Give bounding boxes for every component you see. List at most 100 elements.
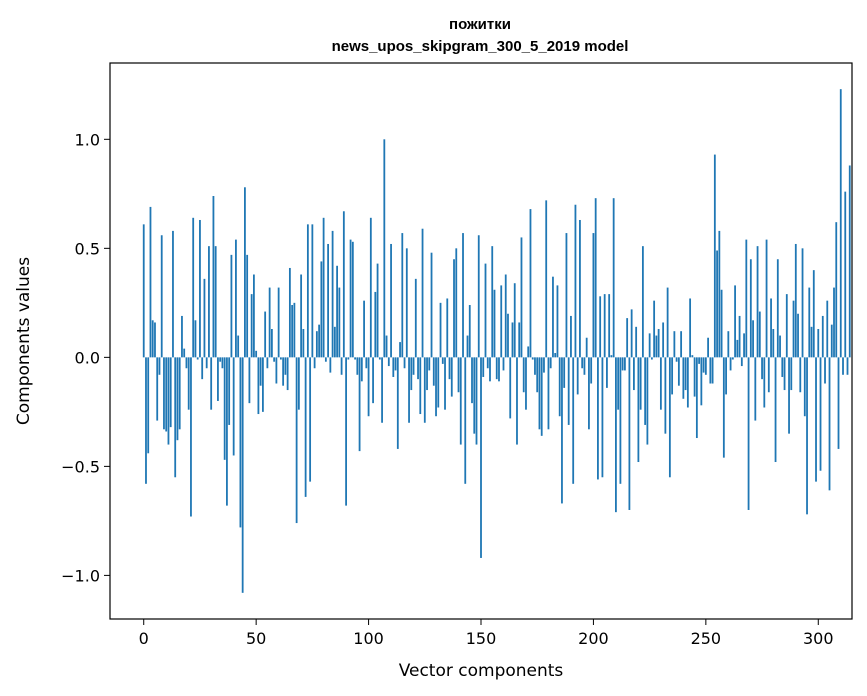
bar-260 bbox=[727, 331, 730, 358]
bar-198 bbox=[588, 357, 590, 430]
bar-201 bbox=[594, 198, 597, 358]
bar-256 bbox=[718, 230, 721, 358]
bar-228 bbox=[655, 335, 658, 358]
bar-234 bbox=[668, 357, 671, 478]
bar-148 bbox=[475, 357, 478, 445]
bar-131 bbox=[437, 357, 440, 408]
bar-277 bbox=[765, 239, 768, 358]
bar-159 bbox=[500, 285, 503, 358]
bar-290 bbox=[794, 243, 797, 358]
bar-97 bbox=[360, 357, 363, 382]
bar-74 bbox=[309, 357, 312, 482]
bar-26 bbox=[201, 357, 204, 380]
bar-296 bbox=[808, 287, 811, 358]
bar-109 bbox=[387, 357, 390, 367]
bar-101 bbox=[369, 217, 372, 358]
bar-46 bbox=[246, 254, 249, 358]
bar-138 bbox=[453, 259, 455, 358]
bar-254 bbox=[713, 154, 716, 358]
bar-82 bbox=[327, 243, 329, 358]
bar-2 bbox=[147, 357, 150, 454]
bar-210 bbox=[615, 357, 617, 513]
bar-174 bbox=[534, 357, 536, 375]
bar-237 bbox=[675, 357, 678, 362]
bar-165 bbox=[513, 283, 516, 358]
bar-305 bbox=[828, 357, 831, 491]
bar-183 bbox=[554, 352, 557, 358]
bar-117 bbox=[405, 248, 408, 358]
bar-92 bbox=[349, 239, 352, 358]
bar-63 bbox=[284, 357, 287, 375]
bar-185 bbox=[558, 357, 561, 417]
bar-129 bbox=[432, 357, 435, 386]
bar-121 bbox=[414, 278, 417, 358]
bar-309 bbox=[837, 357, 840, 449]
bar-85 bbox=[333, 326, 336, 358]
bar-231 bbox=[662, 322, 665, 358]
bar-203 bbox=[599, 296, 602, 358]
bar-192 bbox=[574, 204, 577, 358]
bar-49 bbox=[253, 274, 255, 358]
bar-96 bbox=[358, 357, 361, 452]
bar-139 bbox=[455, 248, 458, 358]
bar-172 bbox=[529, 209, 532, 358]
bar-259 bbox=[725, 357, 727, 395]
bar-285 bbox=[783, 357, 786, 391]
bar-273 bbox=[756, 246, 759, 358]
bar-205 bbox=[603, 294, 606, 358]
bar-133 bbox=[441, 357, 444, 364]
bar-72 bbox=[304, 357, 307, 497]
bar-76 bbox=[313, 357, 316, 369]
bar-243 bbox=[689, 298, 692, 358]
bar-135 bbox=[446, 298, 449, 358]
bar-195 bbox=[581, 357, 584, 369]
bar-222 bbox=[641, 246, 644, 358]
bar-149 bbox=[477, 235, 480, 358]
y-tick-label-0: −1.0 bbox=[61, 566, 100, 585]
bar-168 bbox=[520, 237, 523, 358]
bar-60 bbox=[277, 287, 280, 358]
x-axis-ticks: 0 50 100 150 200 250 300 bbox=[139, 619, 834, 648]
bar-221 bbox=[639, 357, 642, 410]
bar-217 bbox=[630, 309, 633, 358]
bar-307 bbox=[833, 287, 835, 358]
bar-154 bbox=[489, 357, 491, 382]
bar-95 bbox=[356, 357, 359, 375]
bar-274 bbox=[758, 311, 761, 358]
x-tick-label-100: 100 bbox=[353, 629, 384, 648]
bar-294 bbox=[803, 357, 806, 417]
bar-212 bbox=[619, 357, 622, 484]
bar-272 bbox=[754, 357, 757, 421]
bar-48 bbox=[250, 294, 253, 358]
bar-18 bbox=[183, 348, 186, 358]
bar-108 bbox=[385, 335, 388, 358]
bar-30 bbox=[210, 357, 213, 410]
bar-180 bbox=[547, 357, 550, 430]
bar-45 bbox=[244, 187, 246, 358]
y-axis-ticks: −1.0 −0.5 0.0 0.5 1.0 bbox=[61, 130, 110, 585]
x-tick-label-50: 50 bbox=[246, 629, 266, 648]
bar-118 bbox=[408, 357, 410, 423]
bar-220 bbox=[637, 357, 640, 463]
bar-268 bbox=[745, 239, 748, 358]
y-tick-label-2: 0.0 bbox=[75, 348, 100, 367]
bar-126 bbox=[426, 357, 428, 391]
bar-89 bbox=[342, 211, 345, 358]
bar-105 bbox=[378, 357, 381, 360]
bar-51 bbox=[257, 357, 260, 415]
bar-264 bbox=[736, 339, 739, 358]
bar-116 bbox=[403, 357, 406, 369]
bar-308 bbox=[835, 222, 838, 358]
bar-163 bbox=[509, 357, 512, 419]
bar-35 bbox=[221, 357, 224, 369]
bar-29 bbox=[208, 246, 210, 358]
bar-213 bbox=[621, 357, 624, 371]
y-tick-label-1: −0.5 bbox=[61, 457, 100, 476]
x-tick-label-200: 200 bbox=[578, 629, 609, 648]
bar-244 bbox=[691, 355, 694, 358]
bar-187 bbox=[563, 357, 566, 388]
bar-179 bbox=[545, 200, 548, 358]
bar-155 bbox=[491, 246, 494, 358]
bar-282 bbox=[776, 259, 779, 358]
bar-227 bbox=[653, 300, 656, 358]
